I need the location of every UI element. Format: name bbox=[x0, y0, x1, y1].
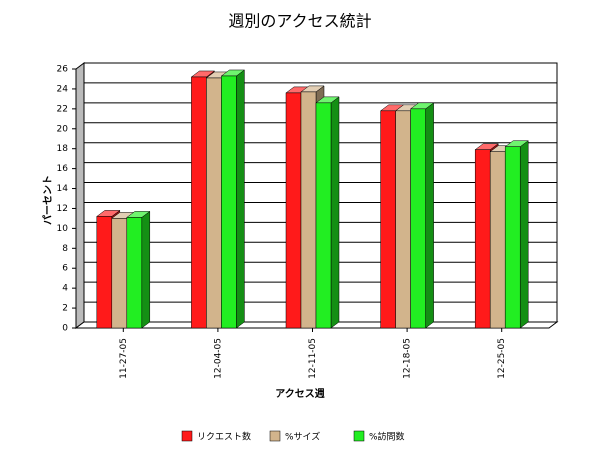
y-tick-label: 14 bbox=[57, 184, 69, 194]
legend-label: リクエスト数 bbox=[197, 431, 251, 443]
bar bbox=[504, 146, 521, 329]
y-tick-label: 4 bbox=[62, 284, 68, 294]
chart-title: 週別のアクセス統計 bbox=[228, 12, 371, 31]
y-tick-label: 8 bbox=[62, 244, 68, 254]
y-tick-label: 12 bbox=[57, 204, 68, 214]
x-tick-label: 12-25-05 bbox=[497, 338, 507, 379]
bar-side bbox=[425, 102, 434, 329]
x-tick-label: 11-27-05 bbox=[119, 338, 129, 379]
y-tick-label: 0 bbox=[62, 324, 68, 334]
y-tick-label: 20 bbox=[57, 124, 69, 134]
legend-swatch bbox=[181, 430, 193, 442]
y-tick-label: 26 bbox=[57, 65, 69, 75]
bar bbox=[191, 76, 207, 329]
y-tick-label: 6 bbox=[62, 264, 68, 274]
legend-swatch bbox=[353, 430, 365, 442]
legend-swatch bbox=[269, 430, 281, 442]
x-tick-label: 12-11-05 bbox=[308, 338, 318, 379]
y-tick-label: 22 bbox=[57, 104, 68, 114]
bar bbox=[489, 151, 506, 329]
bar-side bbox=[141, 210, 151, 329]
x-tick-label: 12-04-05 bbox=[213, 338, 223, 379]
bar bbox=[395, 110, 411, 329]
y-tick-label: 2 bbox=[62, 304, 68, 314]
bar-side bbox=[519, 140, 529, 329]
bar bbox=[380, 110, 396, 329]
y-axis-label: パーセント bbox=[42, 175, 54, 225]
bar bbox=[315, 102, 332, 329]
y-tick-label: 18 bbox=[57, 144, 69, 154]
bar-side bbox=[330, 96, 340, 329]
bar bbox=[300, 91, 317, 329]
bar bbox=[126, 217, 143, 329]
bar bbox=[206, 77, 222, 329]
y-tick-label: 10 bbox=[57, 224, 69, 234]
left-wall bbox=[75, 62, 85, 329]
y-tick-label: 16 bbox=[57, 164, 69, 174]
legend-label: %サイズ bbox=[285, 431, 320, 443]
x-tick-label: 12-18-05 bbox=[403, 338, 413, 379]
legend-label: %訪問数 bbox=[369, 431, 405, 443]
y-tick-label: 24 bbox=[57, 84, 69, 94]
bar-side bbox=[236, 69, 245, 329]
x-axis-label: アクセス週 bbox=[275, 388, 325, 400]
bar bbox=[111, 218, 128, 329]
bar bbox=[410, 108, 426, 329]
bar bbox=[96, 216, 113, 329]
bar bbox=[285, 92, 302, 329]
bar bbox=[474, 149, 491, 329]
bar bbox=[221, 75, 237, 329]
